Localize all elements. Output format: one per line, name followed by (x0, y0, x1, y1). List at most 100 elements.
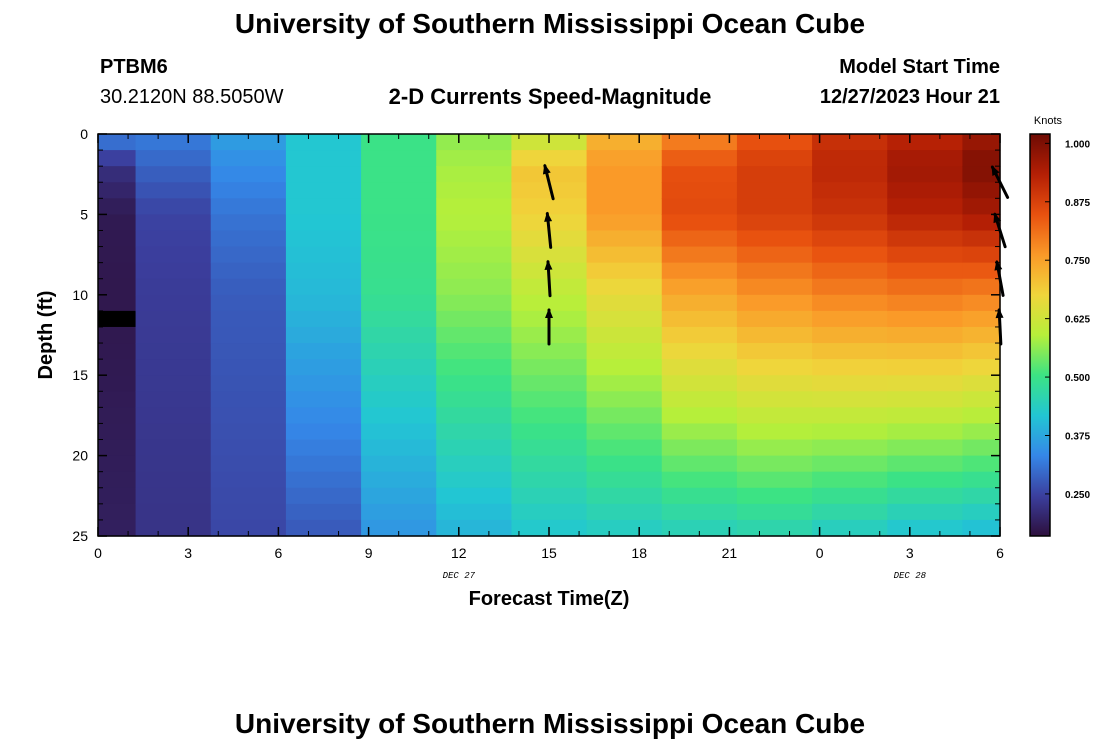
heatmap-cell (736, 214, 813, 232)
heatmap-cell (661, 503, 738, 521)
heatmap-cell (511, 343, 588, 360)
heatmap-cell (285, 487, 362, 505)
heatmap-cell (436, 487, 513, 505)
heatmap-cell (887, 407, 964, 425)
heatmap-cell (361, 182, 437, 199)
heatmap-cell (210, 278, 287, 296)
heatmap-cell (887, 310, 964, 328)
heatmap-cell (210, 375, 287, 392)
heatmap-cell (661, 294, 738, 312)
heatmap-cell (736, 262, 813, 280)
heatmap-cell (285, 246, 362, 264)
date-label: DEC 27 (443, 571, 476, 581)
heatmap-cell (361, 246, 437, 264)
heatmap-cell (361, 310, 437, 328)
x-tick-label: 12 (451, 545, 467, 561)
heatmap-cell (511, 166, 588, 183)
y-axis-title: Depth (ft) (35, 291, 57, 380)
heatmap-cell (436, 455, 513, 473)
heatmap-cell (586, 343, 663, 360)
plot-title: 2-D Currents Speed-Magnitude (388, 84, 712, 109)
heatmap-cell (210, 182, 287, 199)
heatmap-cell (887, 487, 964, 505)
station-id: PTBM6 (100, 56, 168, 78)
heatmap-cell (586, 166, 663, 183)
heatmap-cell (436, 310, 513, 328)
heatmap-cell (210, 471, 287, 489)
heatmap-cell (135, 519, 212, 537)
heatmap-cell (98, 262, 137, 280)
heatmap-cell (586, 150, 663, 167)
heatmap-cell (436, 246, 513, 264)
axes: 0 3 6 9 12 15 18 21 0 3 6 0 5 10 15 20 25 DEC 27 DEC 28 (72, 126, 1004, 581)
heatmap-cell (812, 246, 888, 264)
heatmap-cell (285, 455, 362, 473)
heatmap-cell (361, 134, 437, 151)
heatmap-cell (210, 214, 287, 232)
heatmap-cell (210, 134, 287, 151)
heatmap-cell (436, 134, 513, 151)
heatmap-cell (98, 391, 137, 408)
heatmap-cell (135, 359, 212, 376)
heatmap-cell (511, 407, 588, 425)
heatmap-cell (436, 166, 513, 183)
current-vector (542, 163, 555, 201)
heatmap-cell (661, 246, 738, 264)
heatmap-cell (887, 375, 964, 392)
heatmap-cell (586, 230, 663, 248)
model-start-label: Model Start Time (839, 56, 1000, 78)
heatmap-cell (285, 423, 362, 441)
heatmap-cell (661, 134, 738, 151)
heatmap-cell (736, 230, 813, 248)
heatmap-cell (586, 519, 663, 537)
heatmap-cell (361, 326, 437, 344)
heatmap-cell (887, 134, 964, 151)
heatmap-cell (812, 214, 888, 232)
heatmap-cell (98, 198, 137, 215)
current-vector (544, 211, 553, 249)
heatmap-cell (812, 278, 888, 296)
heatmap-cell (285, 166, 362, 183)
heatmap-cell (361, 150, 437, 167)
colorbar-tick-label: 0.750 (1065, 256, 1090, 267)
heatmap-cell (285, 439, 362, 457)
heatmap-cell (661, 439, 738, 457)
heatmap-cell (135, 503, 212, 521)
heatmap-cell (736, 246, 813, 264)
y-tick-label: 20 (72, 448, 88, 464)
heatmap-cell (361, 262, 437, 280)
heatmap-cell (135, 294, 212, 312)
heatmap-cell (887, 503, 964, 521)
heatmap-cell (98, 471, 137, 489)
heatmap-cell (962, 343, 1001, 360)
heatmap-cell (98, 326, 137, 344)
heatmap-cell (210, 359, 287, 376)
heatmap-cell (98, 359, 137, 376)
heatmap-cell (135, 134, 212, 151)
colorbar-tick-label: 0.875 (1065, 198, 1090, 209)
heatmap-cell (962, 519, 1001, 537)
heatmap-cell (736, 182, 813, 199)
heatmap-cell (98, 294, 137, 312)
heatmap-cell (98, 182, 137, 199)
heatmap-cell (661, 262, 738, 280)
heatmap-cell (285, 359, 362, 376)
heatmap-cell (962, 278, 1001, 296)
heatmap-cell (135, 278, 212, 296)
heatmap-cell (812, 519, 888, 537)
heatmap-cell (436, 278, 513, 296)
heatmap-cell (98, 343, 137, 360)
heatmap-cell (736, 423, 813, 441)
footer-title: University of Southern Mississippi Ocean… (234, 708, 866, 739)
heatmap-cell (962, 375, 1001, 392)
heatmap-cell (962, 423, 1001, 441)
heatmap-cell (887, 230, 964, 248)
heatmap-cell (210, 198, 287, 215)
heatmap-cell (361, 166, 437, 183)
heatmap-cell (736, 391, 813, 408)
heatmap-cell (661, 391, 738, 408)
heatmap-cell (736, 150, 813, 167)
heatmap-cell (285, 294, 362, 312)
current-speed-chart: 0 3 6 9 12 15 18 21 0 3 6 0 5 10 15 20 25 DEC 27 DEC 28 Fo… (35, 115, 1090, 610)
colorbar-tick-label: 0.375 (1065, 432, 1090, 443)
